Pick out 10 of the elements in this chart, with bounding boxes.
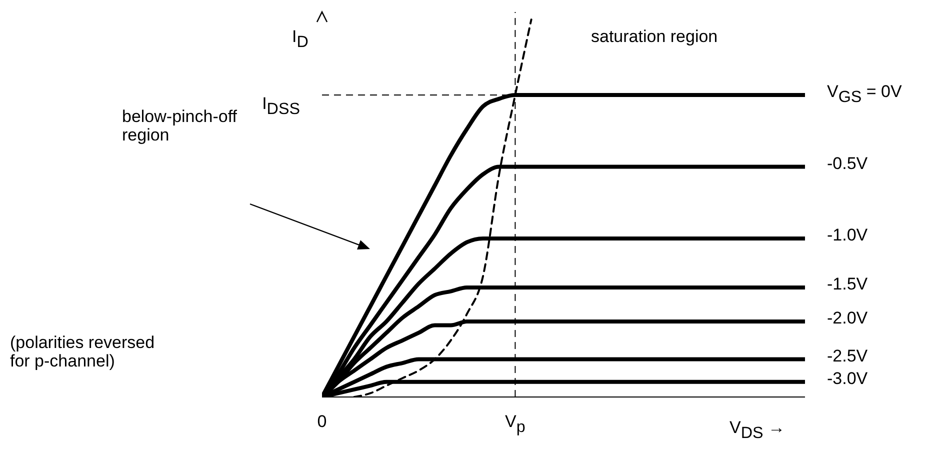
series-label: -0.5V [827,154,868,173]
series-label: -1.5V [827,274,868,294]
x-tick-label: 0 [317,412,327,431]
series-label: -3.0V [827,368,868,388]
series-label: -2.0V [827,308,868,328]
annotation: saturation region [591,27,718,46]
series-label: -1.0V [827,225,868,244]
text: below-pinch-off region [122,107,238,145]
text: (polarities reversed for p-channel) [10,333,155,371]
series-label: -2.5V [827,346,868,366]
